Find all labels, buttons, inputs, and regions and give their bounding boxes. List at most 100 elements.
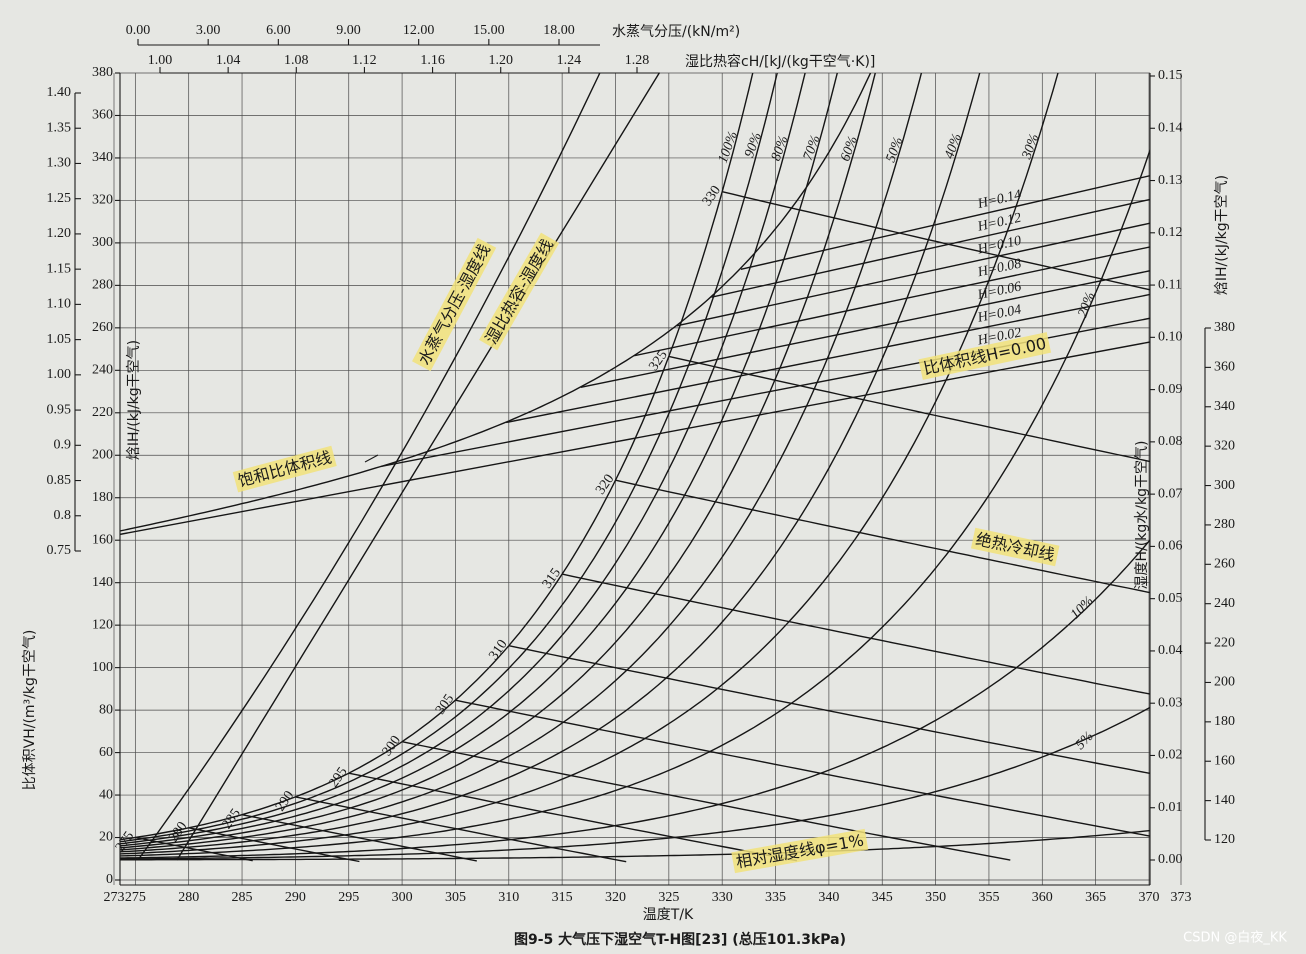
- saturated-volume-line: [120, 73, 872, 532]
- x-tick-label: 335: [765, 890, 786, 905]
- y-tick-label: 40: [99, 787, 113, 802]
- axis-title: 湿度H/(kg水/kg干空气): [1134, 441, 1150, 590]
- y2-tick-label: 320: [1214, 438, 1235, 453]
- y2-tick-label: 160: [1214, 753, 1235, 768]
- highlight: [731, 828, 869, 874]
- top-tick-label: 6.00: [266, 23, 291, 38]
- y-tick-label: 1.30: [47, 156, 72, 171]
- rh-curve: [120, 73, 839, 847]
- x-tick-label: 325: [658, 890, 679, 905]
- annotation-arrow: [364, 454, 379, 463]
- adiabatic-line: [508, 645, 1150, 775]
- axis-title: 焓IH/(kJ/kg干空气): [1214, 175, 1230, 295]
- y-tick-label: 1.35: [47, 120, 72, 135]
- y2-tick-label: 0.01: [1158, 800, 1183, 815]
- top-tick-label: 12.00: [403, 23, 435, 38]
- y2-tick-label: 200: [1214, 675, 1235, 690]
- adiabatic-line: [615, 479, 1150, 594]
- x-axis-title: 温度T/K: [643, 907, 694, 923]
- top-tick-label: 15.00: [473, 23, 505, 38]
- axis-title: 比体积VH/(m³/kg干空气): [22, 630, 38, 791]
- x-tick-label: 273: [104, 890, 125, 905]
- volume-line: [711, 198, 1150, 298]
- y2-tick-label: 0.03: [1158, 695, 1183, 710]
- adiabatic-line: [135, 836, 253, 862]
- y2-tick-label: 0.15: [1158, 68, 1183, 83]
- top-tick-label: 1.20: [488, 53, 513, 68]
- highlight: [412, 237, 497, 372]
- y2-tick-label: 0.07: [1158, 486, 1183, 501]
- y2-tick-label: 0.06: [1158, 539, 1183, 554]
- adiabatic-line: [348, 772, 798, 862]
- top-tick-label: 1.24: [557, 53, 582, 68]
- x-tick-label: 295: [338, 890, 359, 905]
- y-tick-label: 1.25: [47, 191, 72, 206]
- y-tick-label: 0.75: [47, 543, 72, 558]
- adiabatic-line: [455, 699, 1150, 837]
- adiabatic-line: [241, 814, 477, 862]
- y2-tick-label: 0.02: [1158, 748, 1183, 763]
- x-tick-label: 275: [125, 890, 146, 905]
- y2-tick-label: 0.05: [1158, 591, 1183, 606]
- adiabatic-line: [295, 796, 627, 863]
- axis-title: 焓IH/(kJ/kg干空气): [126, 340, 142, 460]
- y-tick-label: 140: [92, 575, 113, 590]
- y-tick-label: 60: [99, 745, 113, 760]
- rh-curve: [120, 538, 1150, 859]
- pressure-humidity-line: [137, 73, 601, 861]
- y2-tick-label: 240: [1214, 596, 1235, 611]
- top-tick-label: 1.16: [420, 53, 445, 68]
- heat-capacity-humidity-line: [176, 73, 661, 861]
- y2-tick-label: 340: [1214, 399, 1235, 414]
- y2-tick-label: 0.04: [1158, 643, 1183, 658]
- axis-title: 水蒸气分压/(kN/m²): [612, 24, 740, 40]
- y-tick-label: 300: [92, 235, 113, 250]
- adiabatic-line: [401, 741, 1011, 861]
- rh-curve: [120, 829, 1150, 861]
- y-tick-label: 0.95: [47, 402, 72, 417]
- y2-tick-label: 0.00: [1158, 852, 1183, 867]
- rh-curve: [120, 73, 981, 853]
- x-tick-label: 290: [285, 890, 306, 905]
- top-tick-label: 1.28: [625, 53, 650, 68]
- y-tick-label: 1.05: [47, 332, 72, 347]
- y-tick-label: 80: [99, 702, 113, 717]
- x-tick-label: 315: [552, 890, 573, 905]
- y2-tick-label: 280: [1214, 517, 1235, 532]
- axis-title: 湿比热容cH/[kJ/(kg干空气·K)]: [685, 53, 875, 70]
- highlight: [479, 232, 560, 351]
- x-tick-label: 350: [925, 890, 946, 905]
- x-tick-label: 330: [712, 890, 733, 905]
- x-tick-label: 280: [178, 890, 199, 905]
- highlight: [918, 332, 1052, 380]
- highlight: [970, 527, 1060, 567]
- chart-title: 图9-5 大气压下湿空气T-H图[23] (总压101.3kPa): [514, 931, 846, 948]
- y-tick-label: 260: [92, 320, 113, 335]
- y2-tick-label: 0.11: [1158, 277, 1182, 292]
- y-tick-label: 280: [92, 278, 113, 293]
- y-tick-label: 200: [92, 447, 113, 462]
- curves: [120, 73, 1150, 863]
- y-tick-label: 0.85: [47, 473, 72, 488]
- adiabatic-line: [668, 355, 1150, 463]
- top-tick-label: 18.00: [543, 23, 575, 38]
- rh-curve: [120, 73, 778, 843]
- y-tick-label: 100: [92, 660, 113, 675]
- x-tick-label: 345: [872, 890, 893, 905]
- y-tick-label: 1.15: [47, 261, 72, 276]
- volume-line: [676, 222, 1150, 327]
- x-tick-label: 360: [1032, 890, 1053, 905]
- y-tick-label: 0: [106, 872, 113, 887]
- rh-curve: [120, 73, 923, 851]
- y-tick-label: 380: [92, 65, 113, 80]
- x-tick-label: 373: [1171, 890, 1192, 905]
- y2-tick-label: 180: [1214, 714, 1235, 729]
- x-tick-label: 370: [1138, 890, 1159, 905]
- y-tick-label: 120: [92, 617, 113, 632]
- x-tick-label: 285: [232, 890, 253, 905]
- x-tick-label: 320: [605, 890, 626, 905]
- rh-curve: [120, 73, 754, 841]
- grid: [113, 72, 1182, 885]
- rh-curve: [120, 73, 876, 849]
